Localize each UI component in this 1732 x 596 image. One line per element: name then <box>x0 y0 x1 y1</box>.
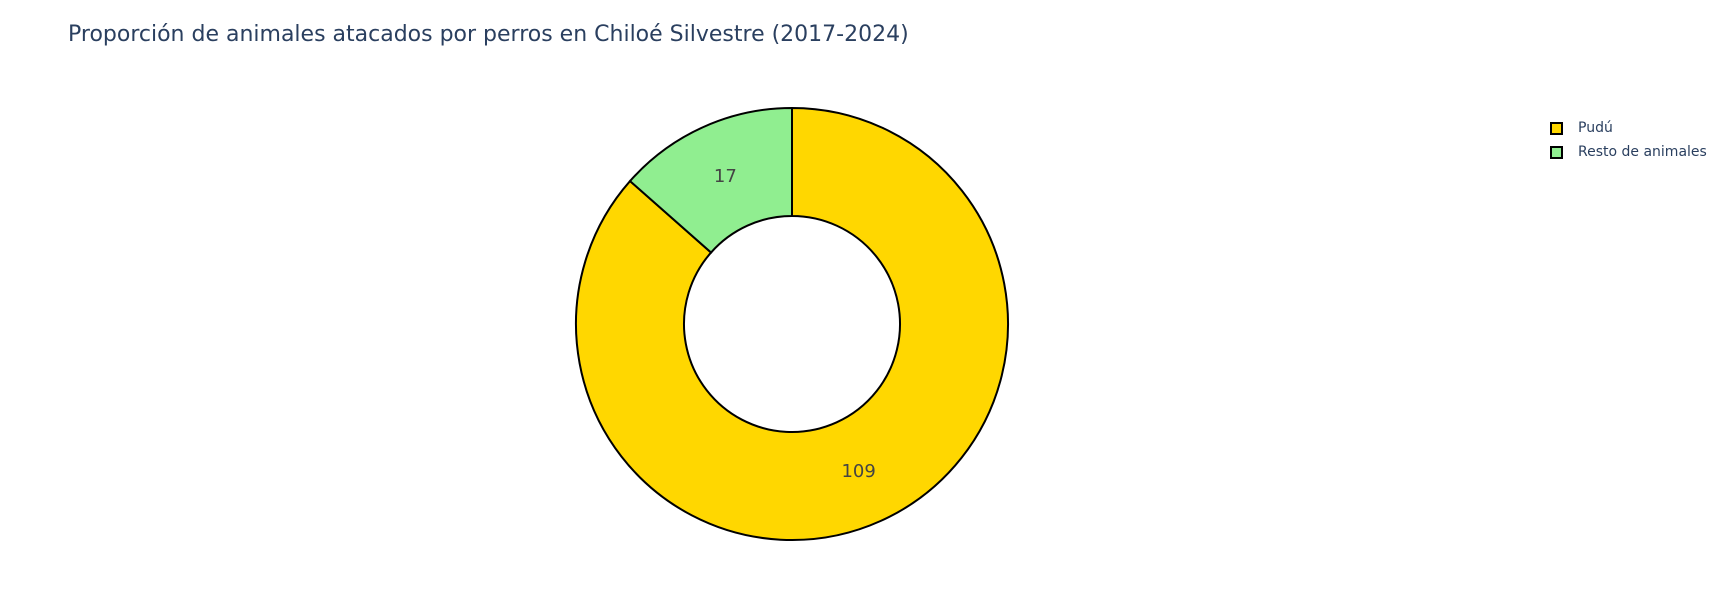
slice-value-label-0: 109 <box>841 461 875 482</box>
legend-swatch-pudu <box>1550 121 1563 135</box>
chart-title: Proporción de animales atacados por perr… <box>68 22 909 47</box>
legend-swatch-resto <box>1550 145 1563 159</box>
legend-item-pudu[interactable]: Pudú <box>1550 116 1707 140</box>
donut-slice-1[interactable] <box>628 106 793 254</box>
legend-item-resto[interactable]: Resto de animales <box>1550 140 1707 164</box>
legend-label-pudu: Pudú <box>1578 120 1613 136</box>
slice-value-label-1: 17 <box>714 166 737 187</box>
legend: Pudú Resto de animales <box>1550 116 1707 164</box>
legend-label-resto: Resto de animales <box>1578 144 1707 160</box>
donut-slice-0[interactable] <box>575 106 1009 541</box>
